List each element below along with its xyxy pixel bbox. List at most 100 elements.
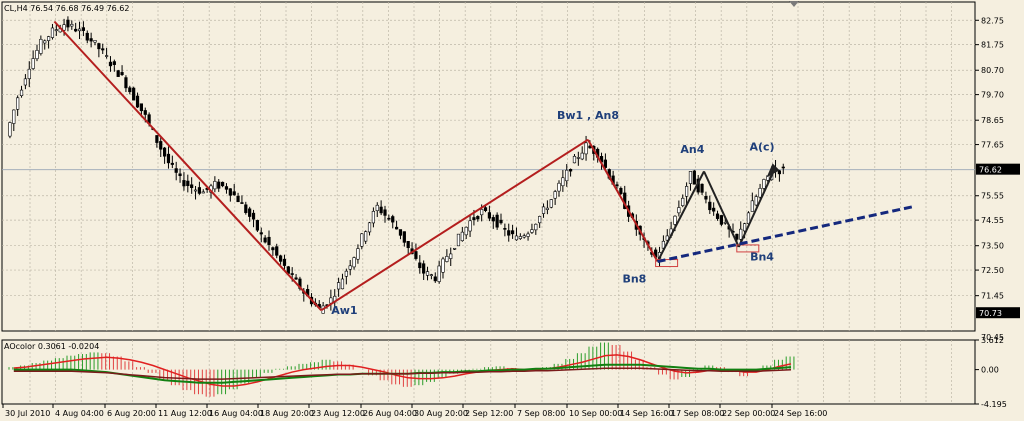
candle-body: [487, 212, 492, 219]
candle-body: [422, 263, 426, 274]
candle-body: [116, 70, 120, 77]
candle-body: [259, 232, 263, 235]
candle-body: [715, 213, 720, 219]
trendline-dashed: [657, 205, 914, 264]
candle-body: [464, 226, 468, 236]
candle-body: [166, 153, 171, 164]
candle-body: [101, 48, 105, 51]
candle-body: [468, 220, 472, 232]
candle-body: [155, 135, 159, 143]
candle-body: [391, 216, 395, 223]
candle-body: [394, 226, 399, 230]
candle-body: [541, 206, 546, 214]
candle-body: [201, 191, 205, 194]
candle-body: [248, 208, 252, 217]
candle-body: [163, 147, 167, 157]
candle-body: [89, 38, 93, 42]
candle-body: [557, 182, 561, 192]
candle-body: [27, 68, 31, 79]
candle-body: [576, 157, 580, 159]
zigzag-segment: [703, 170, 740, 248]
candle-body: [50, 27, 55, 38]
candle-body: [278, 255, 283, 262]
marked-price-box: [976, 307, 1020, 319]
candle-body: [271, 247, 275, 251]
candle-body: [472, 217, 476, 221]
candle-body: [452, 247, 457, 250]
candle-body: [120, 72, 124, 76]
candle-body: [619, 188, 623, 195]
x-tick-label: 30 Jul 2010: [5, 409, 50, 418]
candle-body: [383, 209, 387, 216]
candle-body: [677, 207, 681, 214]
price-tick-label: 79.70: [981, 91, 1004, 100]
candle-body: [213, 181, 217, 190]
candle-body: [545, 207, 549, 210]
candle-body: [228, 188, 232, 196]
candle-body: [483, 207, 488, 211]
indicator-tick-label: -4.195: [981, 400, 1007, 409]
candle-body: [526, 233, 530, 237]
candle-body: [105, 55, 109, 57]
candle-body: [364, 231, 368, 242]
candle-body: [402, 231, 406, 243]
candle-body: [445, 256, 449, 262]
price-tick-label: 74.55: [981, 216, 1004, 225]
candle-body: [530, 229, 534, 233]
candle-body: [406, 241, 410, 249]
candle-body: [8, 122, 12, 137]
candle-body: [340, 278, 345, 290]
candle-body: [62, 24, 66, 31]
candle-body: [503, 228, 507, 230]
candle-body: [31, 58, 35, 69]
x-tick-label: 18 Aug 20:00: [260, 409, 314, 418]
candle-body: [236, 195, 240, 203]
candle-body: [290, 273, 294, 275]
candle-body: [197, 187, 202, 194]
x-tick-label: 7 Sep 08:00: [517, 409, 565, 418]
candle-body: [708, 201, 712, 211]
price-tick-label: 75.55: [981, 192, 1004, 201]
marked-price-label: 70.73: [979, 309, 1002, 318]
candle-body: [255, 220, 260, 231]
candle-body: [584, 142, 588, 155]
candle-body: [267, 236, 271, 245]
candle-body: [294, 277, 298, 280]
price-tick-label: 71.45: [981, 292, 1004, 301]
candle-body: [46, 36, 51, 41]
wave-box: [736, 244, 760, 253]
candle-body: [112, 61, 116, 65]
candle-body: [108, 61, 113, 67]
candle-body: [224, 186, 229, 190]
candle-body: [39, 38, 43, 54]
candle-body: [681, 197, 685, 206]
wave-label: An4: [680, 143, 704, 156]
candle-body: [603, 159, 607, 168]
x-tick-label: 22 Sep 00:00: [722, 409, 775, 418]
price-tick-label: 82.75: [981, 16, 1004, 25]
candle-body: [398, 229, 403, 236]
chart-shift-marker[interactable]: [789, 1, 799, 7]
candle-body: [762, 179, 766, 189]
candle-body: [684, 186, 689, 197]
candle-body: [97, 43, 101, 50]
candle-body: [124, 77, 128, 89]
candle-body: [178, 173, 182, 177]
price-tick-label: 72.50: [981, 266, 1004, 275]
candle-body: [480, 209, 484, 216]
candle-body: [568, 169, 573, 172]
candle-body: [758, 188, 762, 198]
wave-label: Bn8: [622, 272, 646, 285]
candle-body: [77, 28, 82, 32]
candle-body: [375, 204, 379, 211]
candle-body: [70, 23, 74, 27]
x-tick-label: 26 Aug 04:00: [363, 409, 417, 418]
candle-body: [615, 184, 619, 187]
candle-body: [244, 204, 248, 213]
main-frame: [1, 1, 976, 332]
candle-body: [754, 196, 758, 206]
trendline: [657, 205, 914, 264]
candle-body: [182, 180, 186, 187]
candle-body: [534, 223, 538, 231]
